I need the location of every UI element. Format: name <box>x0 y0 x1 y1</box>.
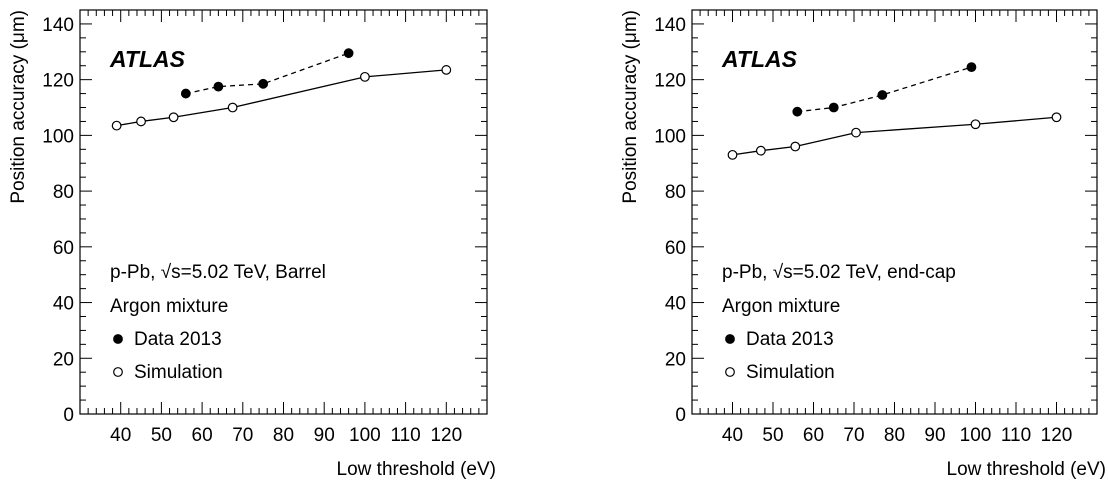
x-tick-label: 70 <box>232 425 253 446</box>
y-tick-label: 140 <box>654 15 686 36</box>
legend-label: Simulation <box>134 362 223 383</box>
data-point <box>168 112 179 123</box>
y-tick-label: 120 <box>654 71 686 92</box>
data-point <box>1051 112 1062 123</box>
data-point <box>755 145 766 156</box>
y-tick-label: 20 <box>53 349 74 370</box>
x-tick-label: 40 <box>110 425 131 446</box>
data-point <box>180 88 191 99</box>
y-tick-label: 0 <box>675 405 686 426</box>
chart-panel-endcap: 40 50 60 70 80 90 100 110 120 0 20 40 60 80 100 120 140 L… <box>620 9 1106 480</box>
y-tick-label: 80 <box>53 182 74 203</box>
y-tick-label: 80 <box>665 182 686 203</box>
y-tick-label: 100 <box>42 126 74 147</box>
y-tick-label: 20 <box>665 349 686 370</box>
x-tick-label: 60 <box>803 425 824 446</box>
x-tick-label: 40 <box>722 425 743 446</box>
data-point <box>136 116 146 127</box>
data-point <box>441 65 452 75</box>
y-axis-label: Position accuracy (μm) <box>620 10 641 204</box>
chart-panel-barrel: 40 50 60 70 80 90 100 110 120 0 20 40 60 80 100 120 140 L… <box>8 9 496 480</box>
x-tick-label: 110 <box>390 425 420 446</box>
x-tick-label: 50 <box>151 425 172 446</box>
atlas-label: ATLAS <box>109 46 186 72</box>
data-point <box>343 48 354 59</box>
x-tick-label: 120 <box>430 425 462 446</box>
series-line <box>797 66 972 113</box>
data-point <box>970 119 981 130</box>
legend-marker <box>725 367 735 377</box>
data-point <box>360 71 370 82</box>
data-point <box>851 127 861 138</box>
y-tick-label: 100 <box>654 126 686 147</box>
annotation-text: Argon mixture <box>110 296 228 317</box>
x-tick-label: 110 <box>1001 425 1031 446</box>
x-tick-label: 70 <box>843 425 864 446</box>
x-tick-label: 80 <box>884 425 905 446</box>
data-point <box>111 120 122 131</box>
data-point <box>792 106 803 117</box>
x-tick-label: 80 <box>273 425 294 446</box>
x-tick-label: 90 <box>314 425 335 446</box>
y-tick-label: 40 <box>665 294 686 315</box>
data-point <box>258 78 269 89</box>
y-tick-label: 120 <box>42 71 74 92</box>
data-point <box>828 102 839 113</box>
legend-label: Data 2013 <box>746 329 834 350</box>
annotation-text: p-Pb, √s=5.02 TeV, end-cap <box>722 262 956 283</box>
annotation-text: Argon mixture <box>722 296 840 317</box>
series-line <box>732 116 1057 156</box>
x-tick-label: 90 <box>924 425 945 446</box>
y-tick-label: 0 <box>63 405 74 426</box>
legend-marker <box>113 367 123 377</box>
data-point <box>213 81 224 92</box>
y-axis-label: Position accuracy (μm) <box>8 10 29 204</box>
data-point <box>790 141 801 152</box>
x-axis-label: Low threshold (eV) <box>947 459 1106 480</box>
data-point <box>877 90 888 100</box>
data-point <box>227 102 238 113</box>
data-point <box>966 62 977 73</box>
x-tick-label: 60 <box>192 425 213 446</box>
x-tick-label: 50 <box>762 425 783 446</box>
data-point <box>727 149 738 160</box>
legend-marker <box>725 334 735 344</box>
legend-label: Simulation <box>746 362 835 383</box>
x-axis-label: Low threshold (eV) <box>337 459 496 480</box>
atlas-label: ATLAS <box>721 46 798 72</box>
x-tick-label: 120 <box>1041 425 1073 446</box>
x-tick-label: 100 <box>349 425 381 446</box>
y-tick-label: 40 <box>53 294 74 315</box>
legend-label: Data 2013 <box>134 329 222 350</box>
legend-marker <box>113 334 123 344</box>
y-tick-label: 60 <box>53 238 74 259</box>
annotation-text: p-Pb, √s=5.02 TeV, Barrel <box>110 262 326 283</box>
x-tick-label: 100 <box>960 425 992 446</box>
series-line <box>116 69 447 127</box>
y-tick-label: 140 <box>42 15 74 36</box>
y-tick-label: 60 <box>665 238 686 259</box>
series-line <box>185 52 349 95</box>
